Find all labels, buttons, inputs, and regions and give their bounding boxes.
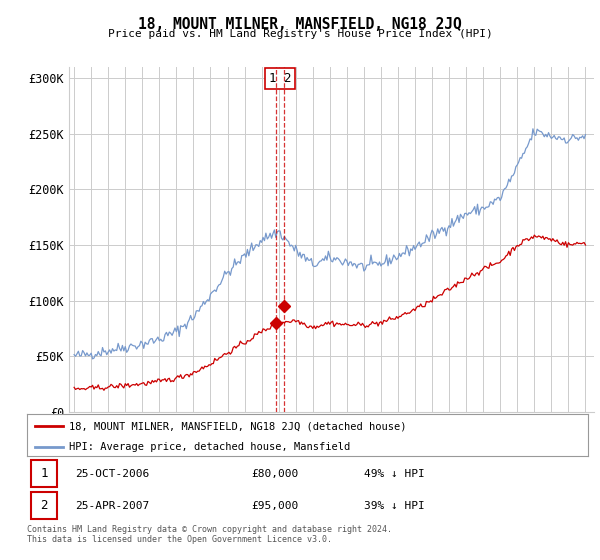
Text: 25-APR-2007: 25-APR-2007	[74, 501, 149, 511]
Text: 2: 2	[40, 500, 48, 512]
Text: 49% ↓ HPI: 49% ↓ HPI	[364, 469, 424, 479]
Text: HPI: Average price, detached house, Mansfield: HPI: Average price, detached house, Mans…	[69, 442, 350, 452]
Text: Price paid vs. HM Land Registry's House Price Index (HPI): Price paid vs. HM Land Registry's House …	[107, 29, 493, 39]
FancyBboxPatch shape	[31, 460, 57, 487]
Text: 18, MOUNT MILNER, MANSFIELD, NG18 2JQ: 18, MOUNT MILNER, MANSFIELD, NG18 2JQ	[138, 17, 462, 32]
Text: 18, MOUNT MILNER, MANSFIELD, NG18 2JQ (detached house): 18, MOUNT MILNER, MANSFIELD, NG18 2JQ (d…	[69, 421, 407, 431]
Text: 39% ↓ HPI: 39% ↓ HPI	[364, 501, 424, 511]
Text: £80,000: £80,000	[251, 469, 299, 479]
Text: 1: 1	[40, 467, 48, 480]
FancyBboxPatch shape	[31, 492, 57, 519]
Text: 1 2: 1 2	[269, 72, 291, 85]
Text: 25-OCT-2006: 25-OCT-2006	[74, 469, 149, 479]
Text: £95,000: £95,000	[251, 501, 299, 511]
Text: Contains HM Land Registry data © Crown copyright and database right 2024.
This d: Contains HM Land Registry data © Crown c…	[27, 525, 392, 544]
